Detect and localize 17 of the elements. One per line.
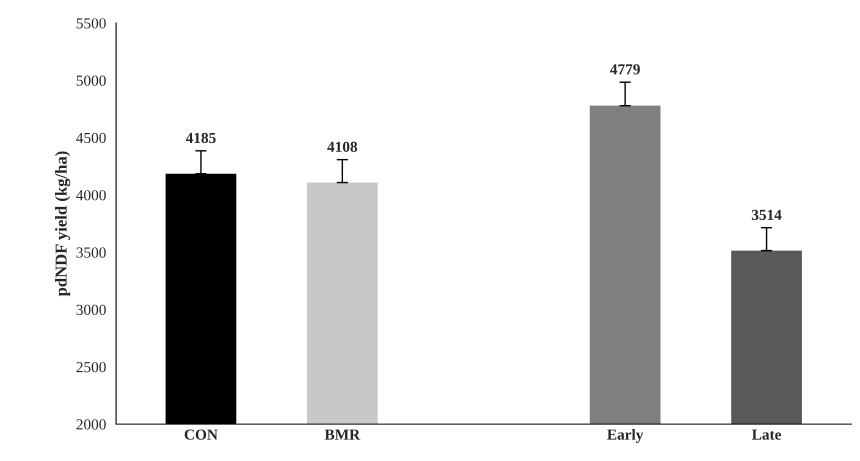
data-label: 4108: [327, 142, 358, 152]
data-label: 3514: [752, 210, 782, 220]
y-tick-label: 3500: [76, 247, 106, 258]
y-tick-label: 2000: [76, 419, 106, 430]
y-tick-label: 4000: [76, 190, 106, 200]
y-axis-title: pdNDF yield (kg/ha): [55, 151, 70, 296]
x-tick-label: BMR: [324, 430, 360, 440]
y-tick-label: 5000: [76, 75, 106, 86]
y-tick-label: 3000: [76, 304, 106, 315]
x-tick-label: CON: [184, 429, 218, 440]
data-label: 4779: [610, 64, 640, 74]
x-tick-label: Late: [752, 430, 782, 440]
data-label: 4185: [186, 132, 216, 144]
y-tick-label: 2500: [76, 362, 106, 372]
y-tick-label: 5500: [76, 18, 106, 28]
x-tick-label: Early: [607, 428, 644, 443]
y-tick-label: 4500: [76, 132, 106, 144]
